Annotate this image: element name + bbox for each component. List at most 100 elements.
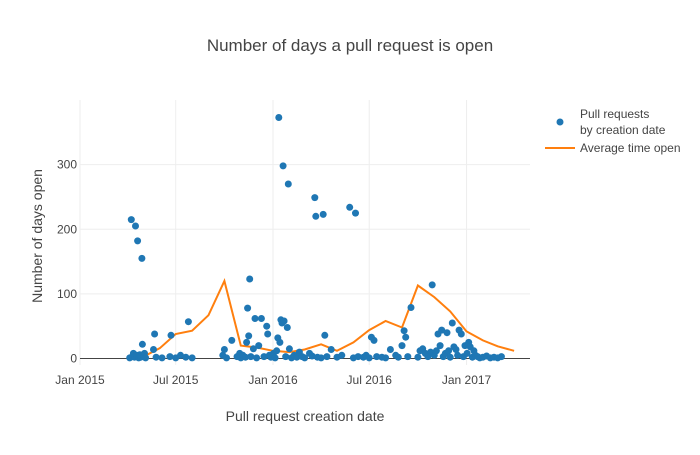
pull-request-point[interactable] xyxy=(394,353,402,361)
pull-request-point[interactable] xyxy=(283,324,291,331)
pull-request-point[interactable] xyxy=(127,216,135,224)
pull-request-point[interactable] xyxy=(370,336,378,344)
pull-request-point[interactable] xyxy=(243,338,251,346)
legend-label-average-time-open: Average time open xyxy=(580,141,681,155)
pull-request-point[interactable] xyxy=(255,342,263,350)
pull-request-point[interactable] xyxy=(308,352,316,360)
pull-request-point[interactable] xyxy=(188,354,196,362)
pull-request-point[interactable] xyxy=(245,332,253,340)
pull-request-point[interactable] xyxy=(404,353,412,361)
pull-request-point[interactable] xyxy=(275,114,283,121)
x-axis-title: Pull request creation date xyxy=(226,408,385,424)
line-layer xyxy=(127,278,515,359)
pull-request-point[interactable] xyxy=(497,353,505,361)
pull-request-point[interactable] xyxy=(312,212,320,220)
pull-request-point[interactable] xyxy=(264,330,272,338)
y-axis-title: Number of days open xyxy=(29,169,45,303)
pull-request-point[interactable] xyxy=(260,353,268,361)
pull-request-point[interactable] xyxy=(365,354,373,362)
pull-request-point[interactable] xyxy=(317,354,325,362)
pull-request-point[interactable] xyxy=(220,346,228,353)
pull-request-point[interactable] xyxy=(321,331,329,339)
pull-request-point[interactable] xyxy=(445,347,453,355)
pull-request-point[interactable] xyxy=(282,353,290,361)
pull-request-point[interactable] xyxy=(273,347,281,355)
pull-request-point[interactable] xyxy=(177,351,184,359)
pull-request-point[interactable] xyxy=(402,333,410,341)
pull-request-point[interactable] xyxy=(327,346,335,353)
pull-request-point[interactable] xyxy=(454,351,462,359)
axes-layer: Jan 2015 Jul 2015 Jan 2016 Jul 2016 Jan 2017… xyxy=(55,158,491,387)
pull-request-point[interactable] xyxy=(400,327,408,335)
pull-request-point[interactable] xyxy=(438,326,446,334)
pull-request-point[interactable] xyxy=(151,330,159,338)
y-tick-label: 200 xyxy=(57,222,77,236)
pull-request-point[interactable] xyxy=(276,338,284,346)
pull-request-point[interactable] xyxy=(257,315,265,322)
legend-marker-pull-requests xyxy=(556,118,564,126)
pull-request-point[interactable] xyxy=(184,318,192,326)
pull-request-point[interactable] xyxy=(285,345,293,353)
pull-request-point[interactable] xyxy=(346,203,354,211)
pull-request-point[interactable] xyxy=(398,342,406,350)
legend-label-pull-requests-line1: Pull requests xyxy=(580,107,649,121)
average-time-open-line xyxy=(127,278,515,359)
pull-request-point[interactable] xyxy=(446,353,454,361)
pull-request-point[interactable] xyxy=(134,237,142,245)
pull-request-point[interactable] xyxy=(249,345,257,353)
pull-request-point[interactable] xyxy=(354,353,362,361)
pull-request-point[interactable] xyxy=(152,353,160,361)
pull-request-point[interactable] xyxy=(448,319,456,327)
pull-request-point[interactable] xyxy=(457,330,465,338)
pull-request-point[interactable] xyxy=(271,354,279,362)
pull-request-point[interactable] xyxy=(432,347,440,355)
pull-request-point[interactable] xyxy=(150,346,157,353)
pull-request-point[interactable] xyxy=(463,349,471,357)
pull-request-point[interactable] xyxy=(323,353,331,361)
pull-request-point[interactable] xyxy=(284,180,292,188)
pull-request-point[interactable] xyxy=(244,304,252,312)
pull-request-point[interactable] xyxy=(452,346,460,353)
pull-request-point[interactable] xyxy=(158,354,166,362)
legend-label-pull-requests-line2: by creation date xyxy=(580,123,666,137)
y-tick-label: 300 xyxy=(57,158,77,172)
pull-request-point[interactable] xyxy=(246,275,254,283)
pull-request-point[interactable] xyxy=(167,331,175,339)
pull-request-point[interactable] xyxy=(263,322,271,330)
pull-request-point[interactable] xyxy=(251,315,259,322)
pull-request-point[interactable] xyxy=(242,353,249,361)
pull-request-point[interactable] xyxy=(301,354,309,362)
pull-request-point[interactable] xyxy=(311,194,319,202)
legend[interactable]: Pull requests by creation date Average t… xyxy=(545,107,681,155)
pull-request-point[interactable] xyxy=(414,353,422,361)
pull-request-point[interactable] xyxy=(373,353,381,361)
pull-request-point[interactable] xyxy=(382,354,390,362)
pull-request-point[interactable] xyxy=(436,342,444,350)
pull-request-point[interactable] xyxy=(142,354,150,362)
pull-request-point[interactable] xyxy=(280,317,288,325)
pull-request-point[interactable] xyxy=(223,354,230,362)
pull-request-point[interactable] xyxy=(386,346,394,353)
pull-request-point[interactable] xyxy=(132,222,139,230)
pull-request-point[interactable] xyxy=(228,336,236,344)
legend-item-pull-requests[interactable]: Pull requests by creation date xyxy=(556,107,666,137)
pull-request-point[interactable] xyxy=(407,304,415,311)
pull-request-point[interactable] xyxy=(138,340,146,348)
legend-item-average-time-open[interactable]: Average time open xyxy=(545,141,681,155)
pull-request-point[interactable] xyxy=(319,210,327,218)
pull-request-point[interactable] xyxy=(182,353,190,361)
x-tick-label: Jan 2016 xyxy=(248,373,298,387)
pull-request-point[interactable] xyxy=(166,353,174,361)
pull-request-point[interactable] xyxy=(253,354,261,362)
pull-request-point[interactable] xyxy=(338,351,346,359)
pull-request-point[interactable] xyxy=(247,353,255,361)
points-layer xyxy=(126,114,505,362)
pull-request-point[interactable] xyxy=(443,329,451,337)
pull-request-point[interactable] xyxy=(279,162,287,170)
pull-request-point[interactable] xyxy=(138,254,146,262)
x-tick-label: Jan 2017 xyxy=(442,373,492,387)
pull-request-point[interactable] xyxy=(352,209,359,217)
pull-request-point[interactable] xyxy=(428,281,436,289)
